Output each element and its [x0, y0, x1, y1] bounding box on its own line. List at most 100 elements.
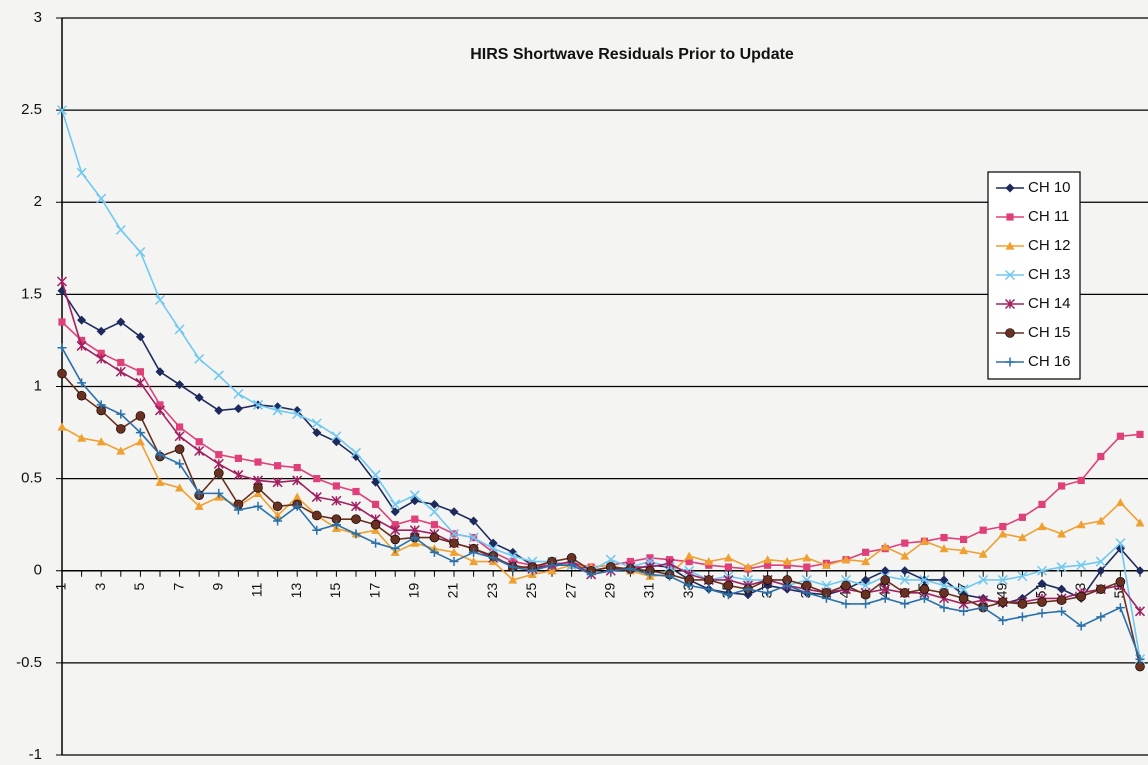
marker [449, 538, 459, 548]
x-tick-label: 23 [484, 583, 500, 599]
marker [214, 468, 224, 478]
marker [999, 522, 1007, 531]
marker [723, 590, 733, 600]
marker [351, 514, 361, 524]
marker [175, 380, 185, 390]
marker [488, 553, 498, 563]
x-tick-label: 5 [131, 583, 147, 591]
chart-title: HIRS Shortwave Residuals Prior to Update [470, 46, 794, 63]
marker [919, 536, 929, 545]
marker [900, 599, 910, 609]
marker [116, 446, 126, 455]
marker [547, 566, 557, 575]
marker [488, 543, 499, 554]
marker [958, 584, 969, 595]
marker [1057, 529, 1067, 538]
marker [704, 557, 714, 566]
marker [391, 521, 399, 529]
marker [78, 336, 86, 345]
marker [1115, 538, 1126, 549]
marker [763, 588, 773, 598]
marker [254, 458, 262, 466]
marker [292, 409, 303, 420]
marker [194, 488, 204, 498]
marker [272, 405, 283, 416]
marker [410, 538, 420, 547]
marker [508, 562, 518, 572]
marker [117, 358, 125, 367]
marker [1135, 518, 1145, 527]
marker [880, 593, 890, 603]
marker [861, 557, 871, 566]
y-tick-label: 2.5 [21, 101, 42, 118]
marker [194, 501, 204, 510]
marker [958, 593, 969, 604]
marker [880, 542, 890, 551]
marker [448, 528, 460, 539]
marker [77, 433, 87, 442]
marker [821, 593, 831, 603]
marker [96, 437, 106, 446]
marker [233, 469, 244, 480]
marker [155, 477, 165, 486]
marker [56, 276, 68, 287]
marker [880, 575, 891, 585]
marker [116, 317, 126, 327]
marker [586, 569, 596, 579]
marker [371, 525, 381, 534]
marker [1115, 603, 1125, 613]
x-tick-label: 31 [641, 583, 657, 599]
marker [331, 520, 341, 530]
marker [449, 547, 459, 556]
x-tick-label: 13 [288, 583, 304, 599]
legend-label: CH 13 [1028, 266, 1071, 283]
marker [233, 404, 243, 414]
marker [57, 368, 67, 379]
marker [782, 557, 792, 566]
marker [979, 526, 987, 534]
marker [1005, 357, 1015, 367]
marker [705, 561, 713, 569]
marker [175, 459, 185, 469]
marker [1037, 522, 1047, 531]
marker [195, 438, 203, 446]
marker [233, 505, 243, 515]
marker [410, 533, 420, 543]
marker [58, 318, 66, 326]
x-tick-label: 21 [445, 583, 461, 599]
marker [1096, 516, 1106, 525]
x-tick-label: 17 [366, 583, 382, 599]
marker [1097, 452, 1105, 461]
marker [116, 409, 126, 419]
marker [175, 483, 185, 492]
marker [469, 557, 479, 566]
marker [116, 424, 126, 434]
marker [1006, 213, 1014, 221]
marker [154, 405, 166, 416]
y-tick-label: 1 [34, 377, 42, 394]
marker [724, 563, 732, 571]
marker [115, 224, 126, 235]
marker [1037, 597, 1047, 607]
marker [96, 326, 106, 336]
marker [429, 547, 439, 557]
marker [723, 553, 733, 562]
legend-label: CH 14 [1028, 295, 1071, 312]
marker [764, 561, 772, 569]
marker [76, 340, 87, 351]
marker [311, 492, 322, 503]
marker [409, 490, 420, 501]
marker [1135, 566, 1145, 576]
marker [154, 294, 166, 305]
marker [1076, 621, 1086, 631]
marker [899, 574, 910, 585]
marker [959, 606, 969, 616]
marker [77, 315, 87, 325]
marker [449, 507, 459, 517]
marker [939, 603, 949, 613]
marker [311, 510, 322, 521]
marker [135, 428, 145, 438]
marker [860, 580, 871, 591]
marker [626, 557, 634, 566]
marker [547, 560, 557, 570]
